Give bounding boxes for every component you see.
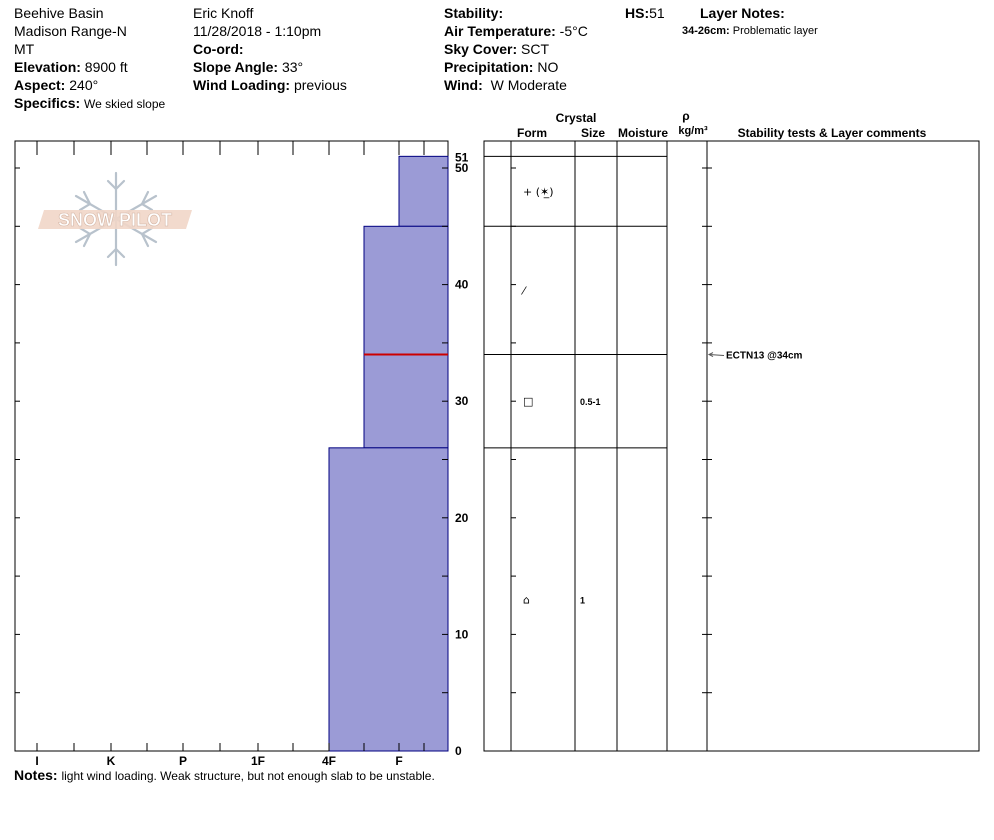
grain-form-symbol: ⌂ bbox=[523, 593, 530, 606]
hardness-label: 1F bbox=[251, 754, 265, 768]
sky-cover: Sky Cover: SCT bbox=[444, 41, 549, 57]
snow-height-label: HS: bbox=[625, 5, 650, 21]
grain-form-symbol: ⁄ bbox=[520, 284, 527, 297]
grain-form-symbols: + (✶̲) ⁄ □ 0.5-1 ⌂ 1 bbox=[520, 185, 601, 606]
layer-notes-label: Layer Notes: bbox=[700, 5, 785, 21]
depth-label: 30 bbox=[455, 394, 469, 408]
hardness-label: 4F bbox=[322, 754, 336, 768]
sky-cover-value: SCT bbox=[521, 41, 550, 57]
state-name: MT bbox=[14, 41, 35, 57]
form-header: Form bbox=[517, 126, 547, 140]
left-axis-ticks bbox=[15, 167, 448, 694]
range-name: Madison Range-N bbox=[14, 23, 127, 39]
depth-label: 0 bbox=[455, 744, 462, 758]
air-temperature: Air Temperature: -5°C bbox=[444, 23, 588, 39]
stability-test-markers: ECTN13 @34cm bbox=[707, 351, 803, 362]
hardness-label: I bbox=[35, 754, 38, 768]
wind-label: Wind: bbox=[444, 77, 483, 93]
depth-label: 20 bbox=[455, 511, 469, 525]
hardness-layer-bar bbox=[328, 447, 449, 752]
depth-label: 40 bbox=[455, 278, 469, 292]
depth-label: 50 bbox=[455, 161, 469, 175]
layer-table-frame bbox=[483, 140, 980, 752]
depth-label: 10 bbox=[455, 627, 469, 641]
layer-note-range: 34-26cm: bbox=[682, 25, 730, 37]
elevation-value: 8900 ft bbox=[84, 59, 128, 75]
layer-note-text: Problematic layer bbox=[732, 25, 818, 37]
location-name: Beehive Basin bbox=[14, 5, 104, 21]
snow-height-label: 51 bbox=[455, 150, 469, 164]
precipitation-value: NO bbox=[537, 59, 559, 75]
coord: Co-ord: bbox=[193, 41, 244, 57]
wind: Wind: W Moderate bbox=[444, 77, 567, 93]
stability: Stability: bbox=[444, 5, 503, 21]
grain-form-symbol: □ bbox=[523, 395, 533, 408]
wind-loading-value: previous bbox=[293, 77, 347, 93]
grain-form-symbol: + (✶̲) bbox=[523, 185, 554, 198]
slope-angle: Slope Angle: 33° bbox=[193, 59, 303, 75]
layer-notes-title: Layer Notes: bbox=[700, 5, 785, 21]
size-header: Size bbox=[581, 126, 605, 140]
aspect-value: 240° bbox=[69, 77, 99, 93]
rho-header: ρ bbox=[682, 109, 689, 123]
hardness-label: F bbox=[395, 754, 402, 768]
hardness-layer-bar bbox=[363, 225, 449, 356]
specifics-value: We skied slope bbox=[84, 97, 166, 111]
air-temperature-label: Air Temperature: bbox=[444, 23, 556, 39]
observer-name: Eric Knoff bbox=[193, 5, 254, 21]
hardness-label: P bbox=[179, 754, 187, 768]
slope-angle-value: 33° bbox=[281, 59, 304, 75]
top-axis-ticks bbox=[36, 141, 425, 155]
crystal-header: Crystal bbox=[556, 111, 597, 125]
specifics-label: Specifics: bbox=[14, 95, 81, 111]
air-temperature-value: -5°C bbox=[559, 23, 588, 39]
stability-test-pointer bbox=[708, 354, 725, 357]
grain-size-value: 0.5-1 bbox=[580, 397, 601, 407]
notes-label: Notes: bbox=[14, 767, 58, 783]
aspect-label: Aspect: bbox=[14, 77, 66, 93]
hardness-scale-labels: I K P 1F 4F F bbox=[35, 754, 402, 768]
coord-label: Co-ord: bbox=[193, 41, 244, 57]
precipitation: Precipitation: NO bbox=[444, 59, 558, 75]
layer-table-ticks bbox=[511, 167, 712, 694]
elevation: Elevation: 8900 ft bbox=[14, 59, 128, 75]
slope-angle-label: Slope Angle: bbox=[193, 59, 279, 75]
snow-height: HS:51 bbox=[625, 5, 665, 21]
elevation-label: Elevation: bbox=[14, 59, 81, 75]
bottom-axis-ticks bbox=[36, 743, 425, 751]
observation-datetime: 11/28/2018 - 1:10pm bbox=[193, 23, 322, 39]
precipitation-label: Precipitation: bbox=[444, 59, 534, 75]
stability-test-arrowhead bbox=[707, 352, 714, 358]
layer-note: 34-26cm: Problematic layer bbox=[682, 23, 818, 39]
sky-cover-label: Sky Cover: bbox=[444, 41, 518, 57]
hardness-layer-bar bbox=[363, 354, 449, 449]
logo-text: SNOW PILOT bbox=[58, 210, 172, 230]
hardness-layers bbox=[328, 155, 449, 752]
specifics: Specifics: We skied slope bbox=[14, 95, 165, 112]
stability-test-label: ECTN13 @34cm bbox=[726, 351, 803, 362]
stability-label: Stability: bbox=[444, 5, 504, 21]
wind-loading: Wind Loading: previous bbox=[193, 77, 347, 93]
wind-value: W Moderate bbox=[490, 77, 567, 93]
notes-value: light wind loading. Weak structure, but … bbox=[61, 769, 435, 783]
notes: Notes: light wind loading. Weak structur… bbox=[14, 767, 435, 784]
aspect: Aspect: 240° bbox=[14, 77, 98, 93]
grain-size-value: 1 bbox=[580, 595, 585, 605]
hardness-label: K bbox=[107, 754, 116, 768]
moisture-header: Moisture bbox=[618, 126, 668, 140]
wind-loading-label: Wind Loading: bbox=[193, 77, 291, 93]
density-unit-header: kg/m³ bbox=[678, 125, 708, 137]
snowpilot-logo: SNOW PILOT bbox=[38, 171, 192, 267]
snow-height-value: 51 bbox=[649, 5, 665, 21]
hardness-layer-bar bbox=[398, 155, 449, 227]
stability-comments-header: Stability tests & Layer comments bbox=[738, 126, 927, 140]
